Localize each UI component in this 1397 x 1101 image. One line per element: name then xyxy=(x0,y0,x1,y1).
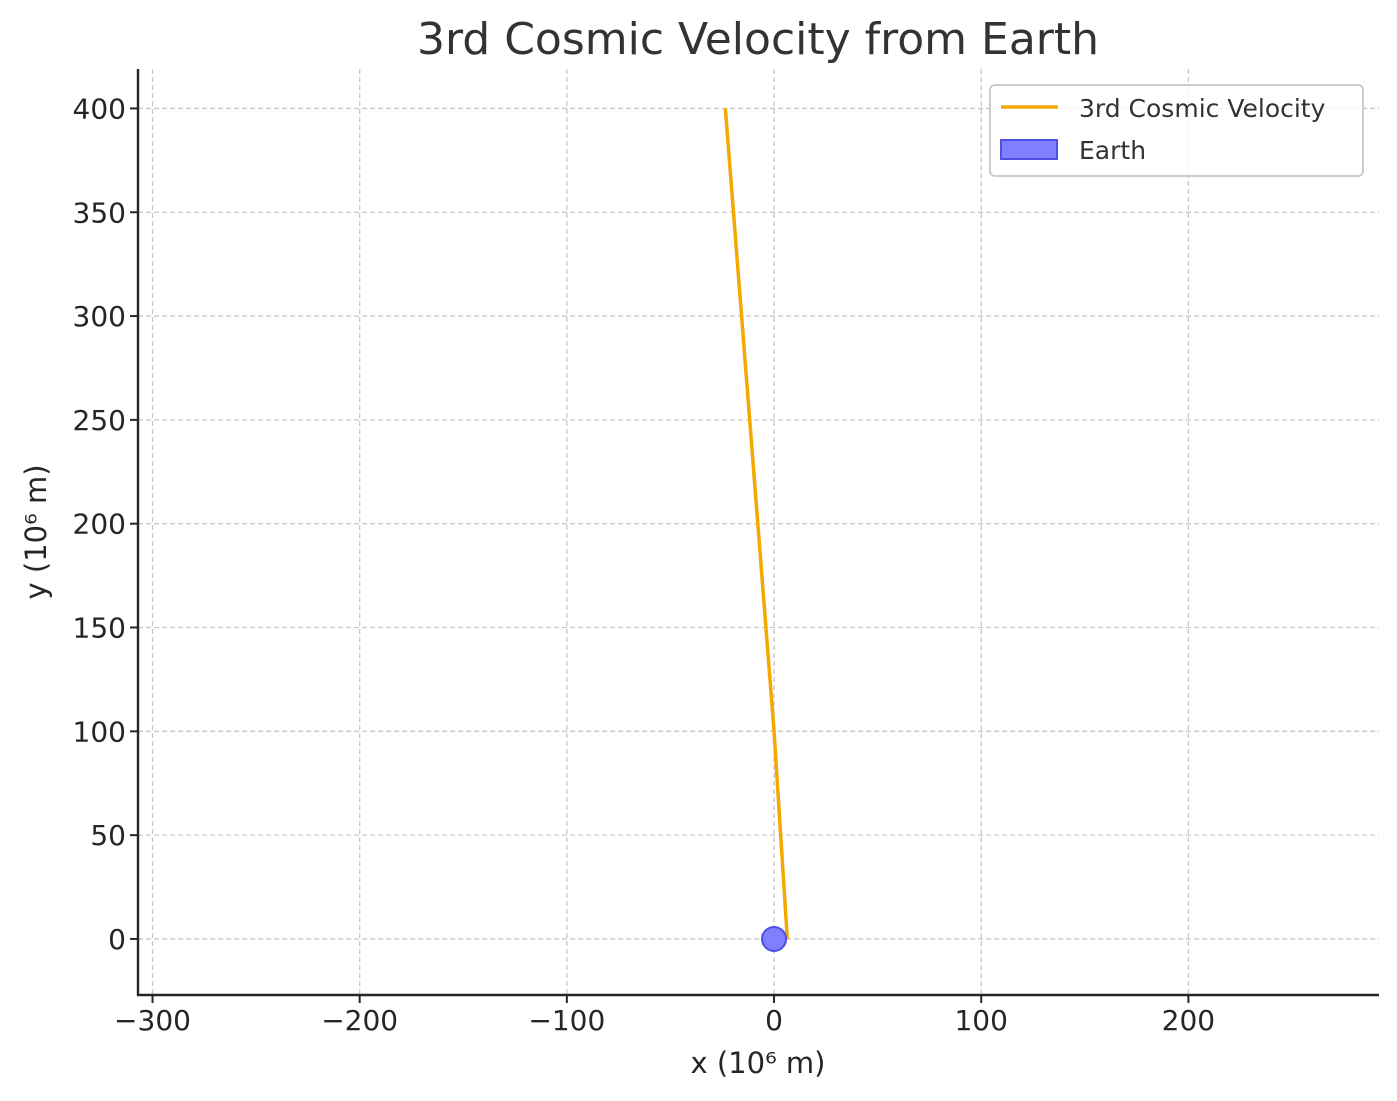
legend-frame xyxy=(989,84,1364,177)
x-tick-label: 100 xyxy=(954,1004,1007,1037)
y-tick-label: 150 xyxy=(73,612,126,645)
earth-marker xyxy=(761,925,788,952)
x-tick-label: 0 xyxy=(765,1004,783,1037)
x-tick-label: 200 xyxy=(1162,1004,1215,1037)
x-axis-label: x (10⁶ m) xyxy=(690,1046,825,1080)
y-tick-label: 250 xyxy=(73,404,126,437)
x-tick-label: −300 xyxy=(114,1004,191,1037)
trajectory-line xyxy=(723,108,790,940)
x-tick-label: −100 xyxy=(528,1004,605,1037)
legend-patch-swatch xyxy=(1000,139,1058,160)
y-tick-label: 0 xyxy=(108,923,126,956)
y-axis-label: y (10⁶ m) xyxy=(19,464,53,599)
y-tick-label: 300 xyxy=(73,300,126,333)
y-ticks: 0 50 100 150 200 250 300 350 400 xyxy=(73,92,138,956)
x-tick-label: −200 xyxy=(321,1004,398,1037)
legend: 3rd Cosmic Velocity Earth xyxy=(989,84,1364,177)
legend-label-earth: Earth xyxy=(1079,136,1146,165)
y-tick-label: 350 xyxy=(73,196,126,229)
series-layer xyxy=(723,108,790,940)
y-tick-label: 100 xyxy=(73,715,126,748)
y-tick-label: 400 xyxy=(73,92,126,125)
marker-layer xyxy=(761,925,788,952)
chart-title: 3rd Cosmic Velocity from Earth xyxy=(417,14,1099,65)
legend-label-trajectory: 3rd Cosmic Velocity xyxy=(1079,94,1326,123)
y-tick-label: 200 xyxy=(73,508,126,541)
y-tick-label: 50 xyxy=(90,819,126,852)
x-ticks: −300 −200 −100 0 100 200 xyxy=(114,995,1215,1037)
